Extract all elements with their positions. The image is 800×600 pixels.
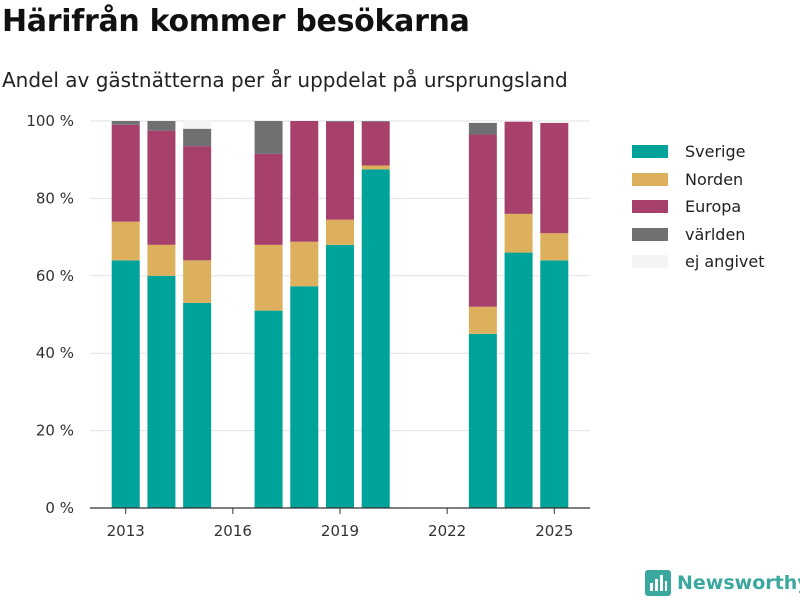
bar-segment-världen [361,121,390,122]
bar-segment-sverige [361,169,390,508]
brand-name: Newsworthy [677,572,800,594]
bar-segment-norden [147,244,176,276]
bar-segment-norden [326,219,354,245]
bar-segment-ej-angivet [183,121,212,129]
legend-swatch [632,227,668,241]
bar-segment-europa [361,121,390,166]
legend-swatch [632,145,668,159]
legend-swatch [632,255,668,269]
brand-logo: Newsworthy [645,570,800,596]
bar-segment-sverige [147,275,176,508]
bar-segment-världen [147,121,176,131]
bar-segment-norden [290,241,319,287]
bar-segment-europa [147,130,176,245]
bar-segment-norden [111,221,140,261]
bar-segment-norden [183,260,212,303]
bar-segment-norden [361,165,390,170]
legend-swatch [632,200,668,214]
legend-label: Sverige [685,142,746,162]
y-tick-label: 40 % [36,344,74,362]
bar-segment-europa [290,121,319,242]
bar-segment-europa [468,134,497,307]
bar-segment-europa [504,121,533,214]
bar-segment-sverige [468,333,497,508]
bar-segment-sverige [540,260,569,508]
bar-segment-sverige [504,252,533,508]
legend-item: Sverige [632,138,765,166]
bar-segment-sverige [254,310,283,508]
bar-segment-sverige [183,302,212,508]
legend-item: Europa [632,193,765,221]
y-tick-label: 20 % [36,422,74,440]
legend-item: världen [632,221,765,249]
y-tick-label: 60 % [36,267,74,285]
x-tick-label: 2025 [535,522,573,540]
x-tick-label: 2022 [428,522,466,540]
x-tick-label: 2016 [214,522,252,540]
y-tick-label: 0 % [45,499,74,517]
bar-segment-ej-angivet [468,121,497,123]
bar-segment-norden [468,306,497,334]
bar-segment-världen [183,128,212,147]
legend: Sverige Norden Europa världen ej angivet [632,138,765,276]
legend-label: Europa [685,197,742,217]
bar-segment-världen [468,122,497,135]
chart-title: Härifrån kommer besökarna [2,4,470,39]
chart-subtitle: Andel av gästnätterna per år uppdelat på… [2,68,568,92]
y-tick-label: 80 % [36,189,74,207]
bar-segment-norden [540,233,569,261]
bar-segment-världen [111,121,140,125]
bar-segment-europa [183,146,212,261]
legend-label: ej angivet [685,252,765,272]
legend-label: Norden [685,169,744,189]
bar-segment-sverige [326,244,354,508]
bar-segment-världen [254,121,283,154]
bar-segment-norden [254,244,283,311]
y-tick-label: 100 % [26,112,74,130]
x-tick-label: 2019 [321,522,359,540]
legend-item: ej angivet [632,248,765,276]
x-tick-label: 2013 [107,522,145,540]
bar-segment-sverige [111,260,140,508]
legend-label: världen [685,224,746,244]
bar-segment-världen [326,121,354,122]
legend-item: Norden [632,166,765,194]
bar-segment-norden [504,213,533,253]
legend-swatch [632,172,668,186]
bar-segment-europa [540,122,569,234]
bar-segment-europa [111,124,140,222]
bar-segment-europa [326,121,354,220]
bar-segment-europa [254,153,283,245]
bar-segment-sverige [290,286,319,508]
bar-chart-icon [645,570,671,596]
